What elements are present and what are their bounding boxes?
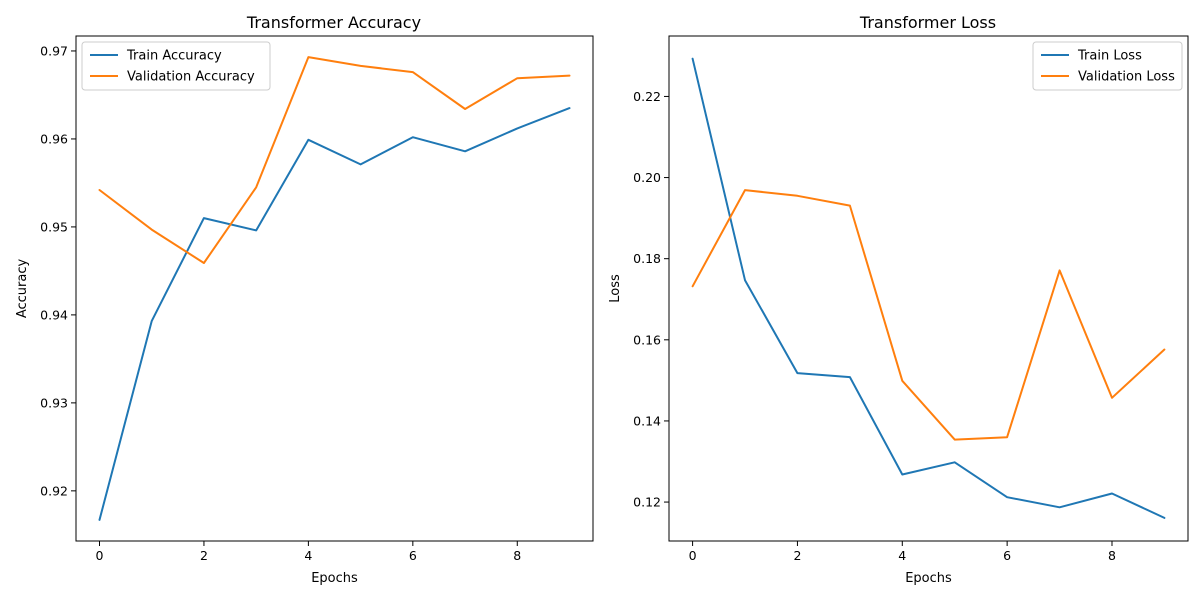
loss-y-tick-label: 0.16 — [633, 332, 661, 347]
loss-legend-label-1: Validation Loss — [1078, 70, 1175, 85]
accuracy-series-line-0 — [98, 107, 571, 521]
loss-legend: Train Loss Validation Loss — [1032, 41, 1183, 91]
accuracy-y-tick-label: 0.93 — [40, 395, 68, 410]
loss-y-tick-label: 0.18 — [633, 251, 661, 266]
accuracy-legend: Train Accuracy Validation Accuracy — [81, 41, 271, 91]
loss-x-tick-label: 4 — [898, 548, 906, 563]
accuracy-y-tick-label: 0.92 — [40, 483, 68, 498]
accuracy-chart: Transformer Accuracy 0 2 4 6 8 0.92 0.93 0.94 0.9… — [15, 13, 594, 586]
accuracy-legend-label-0: Train Accuracy — [126, 49, 222, 64]
loss-y-tick-label: 0.22 — [633, 89, 661, 104]
loss-series-line-0 — [691, 57, 1166, 519]
loss-y-tick-label: 0.20 — [633, 170, 661, 185]
loss-x-tick-label: 0 — [689, 548, 697, 563]
loss-legend-label-0: Train Loss — [1077, 49, 1142, 64]
accuracy-plot-frame — [75, 35, 594, 542]
accuracy-legend-box — [81, 41, 271, 91]
accuracy-y-tick-label: 0.96 — [40, 131, 68, 146]
accuracy-x-tick-label: 4 — [304, 548, 312, 563]
accuracy-y-axis-label: Accuracy — [15, 259, 30, 319]
loss-x-tick-label: 6 — [1003, 548, 1011, 563]
accuracy-y-tick-label: 0.95 — [40, 219, 68, 234]
loss-y-tick-label: 0.12 — [633, 495, 661, 510]
accuracy-y-tick-label: 0.97 — [40, 43, 68, 58]
loss-legend-box — [1032, 41, 1183, 91]
loss-y-axis-label: Loss — [608, 274, 623, 303]
accuracy-x-tick-label: 8 — [513, 548, 521, 563]
loss-x-axis-label: Epochs — [905, 571, 952, 586]
accuracy-x-tick-label: 0 — [96, 548, 104, 563]
loss-x-tick-label: 8 — [1108, 548, 1116, 563]
loss-chart: Transformer Loss 0 2 4 6 8 0.12 0.14 0.16 0.18 0.2… — [608, 13, 1189, 586]
loss-series-line-1 — [691, 189, 1166, 441]
loss-x-tick-label: 2 — [793, 548, 801, 563]
accuracy-chart-title: Transformer Accuracy — [246, 13, 421, 32]
accuracy-x-tick-label: 6 — [409, 548, 417, 563]
loss-plot-frame — [668, 35, 1189, 542]
accuracy-series-line-1 — [98, 56, 571, 264]
loss-y-tick-label: 0.14 — [633, 413, 661, 428]
accuracy-x-axis-label: Epochs — [311, 571, 358, 586]
loss-chart-title: Transformer Loss — [859, 13, 996, 32]
accuracy-x-tick-label: 2 — [200, 548, 208, 563]
accuracy-legend-label-1: Validation Accuracy — [127, 70, 255, 85]
accuracy-y-tick-label: 0.94 — [40, 307, 68, 322]
